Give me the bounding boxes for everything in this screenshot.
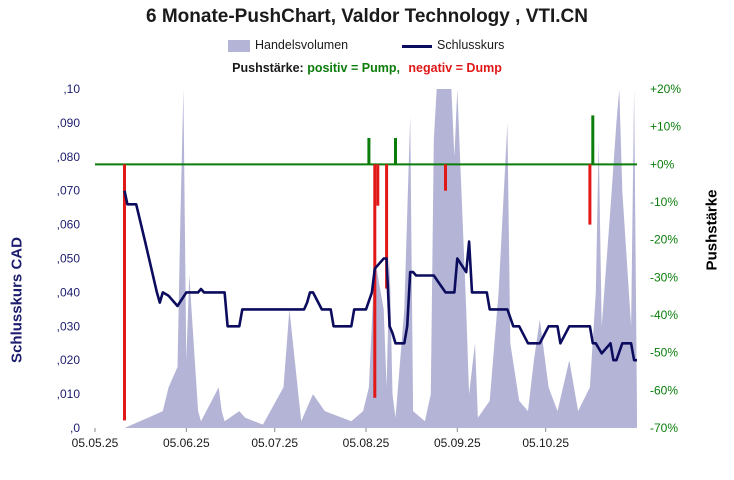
push-bar xyxy=(591,115,595,165)
y-left-tick-label: ,10 xyxy=(63,82,80,96)
y-right-tick-label: -50% xyxy=(650,346,678,360)
y-left-tick-label: ,050 xyxy=(57,252,81,266)
push-bar xyxy=(373,164,377,398)
legend-label-close: Schlusskurs xyxy=(437,38,505,52)
y-left-tick-label: ,010 xyxy=(57,387,81,401)
push-bars-layer xyxy=(123,115,595,421)
close-price-line xyxy=(123,190,637,362)
y-right-tick-label: -40% xyxy=(650,308,678,322)
y-right-tick-label: -10% xyxy=(650,195,678,209)
volume-area xyxy=(124,89,637,428)
x-tick-label: 05.10.25 xyxy=(522,436,569,450)
y-right-tick-label: +20% xyxy=(650,82,681,96)
y-right-tick-label: +10% xyxy=(650,120,681,134)
push-legend-negative: negativ = Dump xyxy=(408,61,502,75)
push-bar xyxy=(588,164,592,225)
x-axis: 05.05.25 05.06.25 05.07.25 05.08.25 05.09.25… xyxy=(72,428,569,450)
push-bar xyxy=(123,164,126,421)
x-tick-label: 05.07.25 xyxy=(251,436,298,450)
y-right-tick-label: -70% xyxy=(650,421,678,435)
x-tick-label: 05.09.25 xyxy=(434,436,481,450)
y-left-tick-label: ,030 xyxy=(57,319,81,333)
x-tick-label: 05.06.25 xyxy=(163,436,210,450)
y-left-tick-label: ,070 xyxy=(57,184,81,198)
y-axis-left: ,0 ,010 ,020 ,030 ,040 ,050 ,060 ,070 ,080 ,090 ,1… xyxy=(57,82,81,435)
push-legend: Pushstärke: positiv = Pump, negativ = Du… xyxy=(0,61,734,75)
close-line-layer xyxy=(123,190,637,362)
y-right-tick-label: -20% xyxy=(650,233,678,247)
y-left-tick-label: ,090 xyxy=(57,116,81,130)
y-left-tick-label: ,040 xyxy=(57,285,81,299)
y-left-tick-label: ,020 xyxy=(57,353,81,367)
y-left-tick-label: ,080 xyxy=(57,150,81,164)
volume-area-layer xyxy=(124,89,637,428)
push-bar xyxy=(385,164,389,289)
y-left-tick-label: ,060 xyxy=(57,218,81,232)
push-bar xyxy=(376,164,380,206)
push-legend-positive: positiv = Pump, xyxy=(307,61,400,75)
push-legend-label: Pushstärke: xyxy=(232,61,304,75)
x-tick-label: 05.08.25 xyxy=(343,436,390,450)
push-bar xyxy=(394,138,397,165)
legend-swatch-close xyxy=(402,45,432,48)
y-axis-right: -70% -60% -50% -40% -30% -20% -10% +0% +10% +20% xyxy=(650,82,681,435)
push-bar xyxy=(444,164,447,191)
push-bar xyxy=(367,138,371,165)
legend-swatch-volume xyxy=(228,40,250,52)
x-tick-label: 05.05.25 xyxy=(72,436,119,450)
y-right-tick-label: +0% xyxy=(650,157,675,171)
chart-legend: Handelsvolumen Schlusskurs xyxy=(0,38,734,56)
y-right-tick-label: -60% xyxy=(650,383,678,397)
y-right-tick-label: -30% xyxy=(650,270,678,284)
y-left-tick-label: ,0 xyxy=(70,421,80,435)
chart-title: 6 Monate-PushChart, Valdor Technology , … xyxy=(146,6,588,27)
legend-label-volume: Handelsvolumen xyxy=(255,38,349,52)
